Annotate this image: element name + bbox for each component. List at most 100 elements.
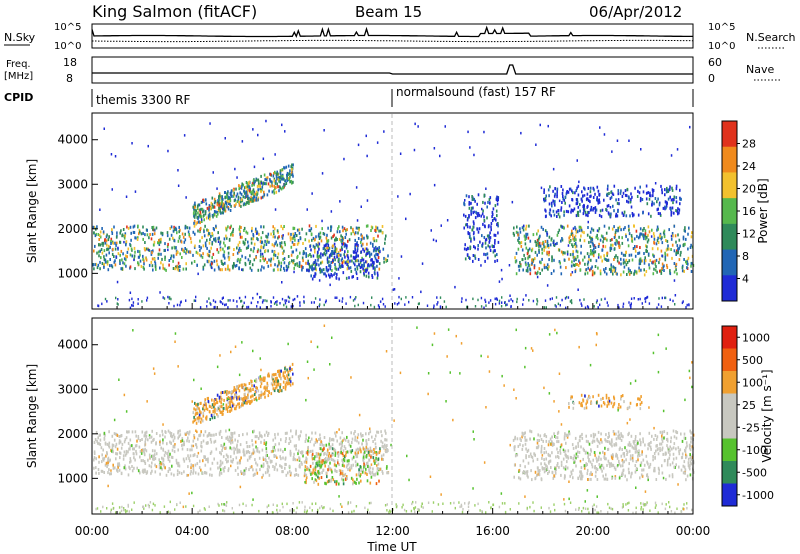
data-cell <box>349 259 351 263</box>
data-cell <box>370 252 373 256</box>
data-cell <box>254 435 257 439</box>
data-cell <box>140 451 143 455</box>
data-cell <box>176 267 179 271</box>
data-cell <box>660 249 663 253</box>
data-cell <box>622 191 625 195</box>
data-cell <box>144 440 146 444</box>
data-cell <box>169 227 171 230</box>
data-cell <box>237 195 240 199</box>
data-cell <box>684 229 686 233</box>
data-cell <box>271 190 274 194</box>
data-cell <box>290 471 292 475</box>
data-cell <box>358 228 360 232</box>
data-cell <box>224 244 226 248</box>
data-cell <box>629 200 632 204</box>
data-cell <box>583 209 585 213</box>
data-cell <box>342 454 345 458</box>
data-cell <box>691 231 693 235</box>
data-cell <box>245 230 247 234</box>
data-cell <box>270 301 272 304</box>
data-cell <box>554 242 557 246</box>
data-cell <box>167 295 169 299</box>
data-cell <box>376 264 378 268</box>
data-cell <box>196 407 199 411</box>
data-cell <box>134 190 137 193</box>
data-cell <box>206 228 208 232</box>
data-cell <box>124 438 127 442</box>
data-cell <box>284 462 286 466</box>
data-cell <box>570 210 572 214</box>
data-cell <box>255 178 258 182</box>
data-cell <box>645 297 647 300</box>
data-cell <box>197 204 199 208</box>
data-cell <box>284 383 287 387</box>
data-cell <box>236 305 238 308</box>
data-cell <box>360 472 362 476</box>
data-cell <box>161 433 164 437</box>
data-cell <box>321 270 323 274</box>
data-cell <box>108 468 110 472</box>
data-cell <box>663 430 666 434</box>
data-cell <box>289 369 291 373</box>
data-cell <box>287 295 290 299</box>
data-cell <box>372 440 374 443</box>
data-cell <box>587 266 589 270</box>
data-cell <box>203 455 205 459</box>
data-cell <box>284 466 286 470</box>
data-cell <box>255 380 258 384</box>
data-cell <box>383 445 385 449</box>
data-cell <box>260 182 263 185</box>
data-cell <box>282 227 284 231</box>
data-cell <box>371 264 374 268</box>
data-cell <box>637 213 640 217</box>
data-cell <box>129 265 132 269</box>
data-cell <box>250 301 253 305</box>
data-cell <box>465 298 467 302</box>
data-cell <box>244 263 247 267</box>
data-cell <box>627 270 630 274</box>
data-cell <box>519 241 521 245</box>
data-cell <box>250 237 253 241</box>
data-cell <box>350 464 353 468</box>
data-cell <box>548 250 550 254</box>
data-cell <box>594 192 596 196</box>
data-cell <box>293 452 295 456</box>
data-cell <box>584 262 586 266</box>
data-cell <box>118 451 121 455</box>
data-cell <box>376 470 378 474</box>
data-cell <box>329 437 331 441</box>
data-cell <box>287 265 290 269</box>
data-cell <box>381 434 383 438</box>
data-cell <box>582 212 585 216</box>
data-cell <box>426 304 429 307</box>
data-cell <box>357 243 359 247</box>
data-cell <box>226 390 228 393</box>
data-cell <box>202 210 204 214</box>
data-cell <box>129 444 132 448</box>
data-cell <box>572 209 574 213</box>
data-cell <box>192 471 194 475</box>
data-cell <box>182 235 185 239</box>
data-cell <box>265 430 268 434</box>
data-cell <box>217 209 220 212</box>
data-cell <box>344 477 347 481</box>
data-cell <box>354 231 357 235</box>
data-cell <box>553 213 556 217</box>
data-cell <box>291 181 293 185</box>
data-cell <box>192 230 195 234</box>
data-cell <box>275 301 277 304</box>
data-cell <box>222 254 225 258</box>
data-cell <box>497 222 499 226</box>
data-cell <box>241 254 243 258</box>
data-cell <box>679 197 681 201</box>
data-cell <box>651 228 653 232</box>
data-cell <box>131 254 134 258</box>
data-cell <box>288 172 291 176</box>
data-cell <box>237 386 239 390</box>
data-cell <box>239 235 242 239</box>
data-cell <box>313 471 315 475</box>
data-cell <box>116 231 118 235</box>
data-cell <box>532 299 535 303</box>
data-cell <box>336 255 338 259</box>
data-cell <box>679 188 681 192</box>
